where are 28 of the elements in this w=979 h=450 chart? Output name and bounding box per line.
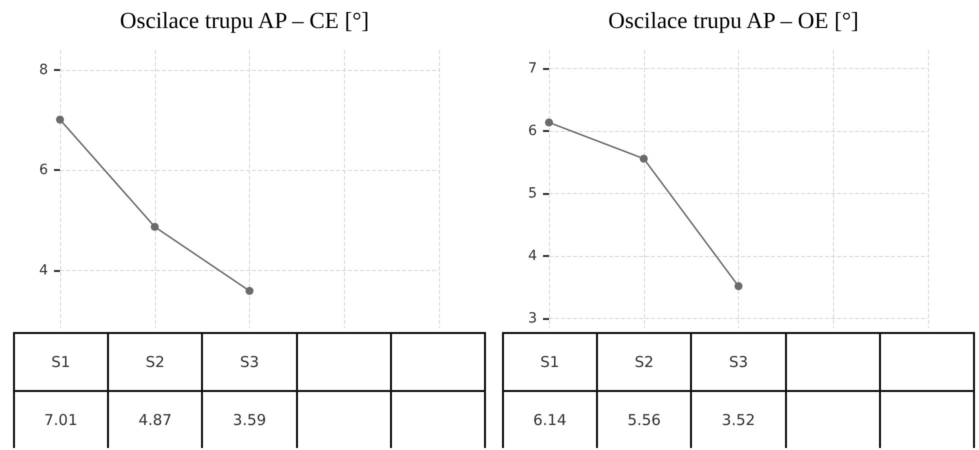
- data-label: 7.01: [14, 392, 109, 448]
- data-label: 4.87: [108, 392, 204, 448]
- y-tick-label: 6: [528, 123, 538, 140]
- point: [56, 116, 64, 124]
- y-tick-label: 7: [528, 60, 537, 77]
- data-label: 3.59: [203, 392, 298, 448]
- category-label: S2: [634, 353, 654, 371]
- category-label: S3: [240, 353, 260, 371]
- y-tick-label: 5: [528, 186, 537, 202]
- category-label: S2: [146, 353, 165, 371]
- point: [150, 222, 159, 231]
- data-label: 3.52: [692, 392, 787, 448]
- category-label: S1: [51, 353, 70, 371]
- chart-title: Oscilace trupu AP – CE [°]: [120, 8, 370, 33]
- y-tick-label: 4: [39, 262, 48, 278]
- category-label: S1: [540, 353, 560, 371]
- data-label: 6.14: [504, 392, 598, 448]
- data-label: 5.56: [598, 392, 692, 448]
- chart-title: Oscilace trupu AP – OE [°]: [608, 8, 859, 33]
- point: [640, 154, 648, 163]
- y-tick-label: 4: [528, 248, 538, 264]
- point: [734, 282, 742, 290]
- y-tick-label: 6: [39, 162, 48, 178]
- point: [246, 286, 254, 295]
- y-tick-label: 8: [39, 62, 48, 78]
- category-label: S3: [728, 353, 748, 371]
- y-tick-label: 3: [528, 310, 537, 327]
- point: [545, 118, 553, 126]
